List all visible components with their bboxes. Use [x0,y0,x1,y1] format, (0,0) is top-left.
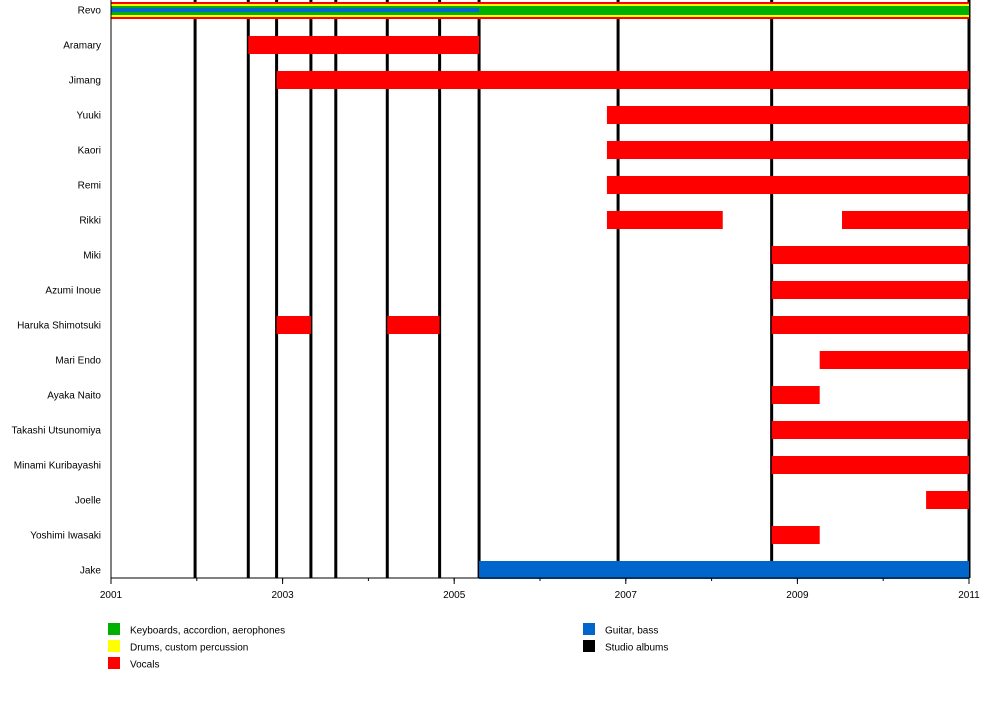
member-label: Jake [80,566,102,577]
member-label: Azumi Inoue [45,286,101,297]
bar-vocals [248,36,480,54]
bar-vocals [842,211,969,229]
bar-vocals [276,71,969,89]
legend-label: Keyboards, accordion, aerophones [130,626,285,637]
member-label: Aramary [63,41,101,52]
x-tick-label: 2005 [443,590,466,601]
legend-swatch-guitar [583,623,595,635]
x-tick-label: 2011 [958,590,980,601]
bar-vocals [771,386,820,404]
member-label: Ayaka Naito [47,391,101,402]
bar-vocals [606,211,723,229]
x-tick-label: 2007 [615,590,638,601]
member-label: Takashi Utsunomiya [12,426,102,437]
legend-label: Vocals [130,660,159,671]
member-label: Mari Endo [55,356,101,367]
bar-guitar [111,8,480,12]
bar-guitar [479,561,969,579]
bar-vocals [771,526,820,544]
member-label: Minami Kuribayashi [14,461,101,472]
bar-keyboards [111,6,969,15]
bar-vocals [387,316,440,334]
bar-vocals [771,316,969,334]
bar-vocals [771,281,969,299]
bar-vocals [771,456,969,474]
bar-vocals [606,141,969,159]
legend-swatch-vocals [108,657,120,669]
legend-label: Drums, custom percussion [130,643,248,654]
bar-vocals [606,176,969,194]
member-label: Joelle [75,496,102,507]
member-label: Yuuki [77,111,101,122]
bar-vocals [819,351,969,369]
member-label: Miki [83,251,101,262]
member-label: Yoshimi Iwasaki [30,531,101,542]
member-label: Rikki [79,216,101,227]
legend-label: Guitar, bass [605,626,658,637]
bar-vocals [276,316,311,334]
bar-vocals [926,491,969,509]
x-tick-label: 2003 [271,590,294,601]
member-label: Haruka Shimotsuki [17,321,101,332]
x-tick-label: 2001 [100,590,123,601]
bar-vocals [771,421,969,439]
legend-swatch-drums [108,640,120,652]
member-label: Jimang [69,76,101,87]
member-label: Revo [78,6,102,17]
bar-vocals [771,246,969,264]
legend-swatch-albums [583,640,595,652]
legend-label: Studio albums [605,643,668,654]
member-label: Kaori [78,146,101,157]
legend-swatch-keyboards [108,623,120,635]
x-tick-label: 2009 [786,590,809,601]
bar-vocals [606,106,969,124]
member-label: Remi [78,181,101,192]
